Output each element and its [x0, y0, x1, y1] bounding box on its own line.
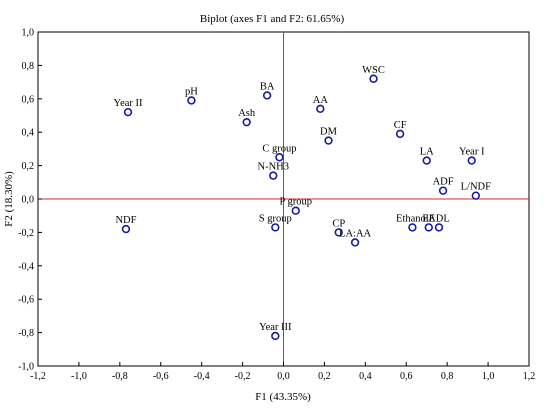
- x-tick-label: 1,0: [482, 371, 495, 382]
- point-label: LA:AA: [339, 228, 371, 239]
- point-label: Ash: [238, 108, 256, 119]
- x-axis-title: F1 (43.35%): [255, 391, 311, 403]
- data-point: [467, 156, 476, 165]
- data-point: [334, 228, 343, 237]
- y-tick-label: 0,8: [22, 61, 35, 72]
- x-tick-label: -0,2: [235, 371, 251, 382]
- x-tick-label: -0,8: [112, 371, 128, 382]
- y-tick-label: 0,4: [22, 128, 35, 139]
- data-point: [422, 156, 431, 165]
- y-tick-label: -1,0: [18, 362, 34, 373]
- point-label: N-NH3: [258, 162, 290, 173]
- point-label: DM: [320, 127, 338, 138]
- data-point: [187, 96, 196, 105]
- point-label: pH: [185, 86, 198, 97]
- y-tick-label: -0,4: [18, 261, 34, 272]
- y-tick-label: 0,0: [22, 195, 35, 206]
- y-tick-label: -0,6: [18, 295, 34, 306]
- data-point: [395, 129, 405, 139]
- x-tick-label: 0,8: [441, 371, 454, 382]
- x-tick-label: 0,2: [318, 371, 331, 382]
- data-points: WSC BA pH Year II AA Ash CF DM C group LA Year I N-…: [114, 65, 491, 341]
- x-tick-label: -0,4: [194, 371, 210, 382]
- x-tick-label: -1,2: [30, 371, 46, 382]
- y-tick-label: 1,0: [22, 28, 35, 39]
- x-tick-label: 0,0: [277, 371, 290, 382]
- data-point: [242, 117, 251, 127]
- data-point: [324, 136, 333, 145]
- x-tick-label: -0,6: [153, 371, 169, 382]
- y-tick-label: -0,2: [18, 228, 34, 239]
- data-point: [262, 91, 272, 100]
- point-label: AA: [313, 95, 329, 106]
- data-point: [271, 223, 280, 232]
- data-point: [438, 186, 448, 195]
- point-label: Year III: [259, 322, 292, 333]
- data-point: [350, 238, 360, 247]
- data-point: [271, 331, 280, 341]
- data-point: [275, 153, 284, 162]
- point-label: Year I: [459, 147, 485, 158]
- data-point: [369, 74, 378, 83]
- y-tick-label: -0,8: [18, 328, 34, 339]
- y-axis-ticks: 1,0 0,8 0,6 0,4 0,2 0,0 -0,2 -0,4 -0,6 -0,8 -1,0: [18, 28, 42, 373]
- point-label: Ethanol: [396, 213, 429, 224]
- point-label: L/NDF: [461, 182, 491, 193]
- x-tick-label: 0,6: [400, 371, 413, 382]
- data-point: [316, 104, 325, 114]
- point-label: EE: [422, 213, 435, 224]
- point-label: P group: [279, 197, 312, 208]
- y-tick-label: 0,2: [22, 161, 35, 172]
- data-point: [269, 171, 278, 180]
- data-point: [471, 191, 481, 200]
- point-label: ADL: [428, 213, 450, 224]
- point-label: C group: [262, 143, 296, 154]
- point-label: NDF: [115, 215, 136, 226]
- y-tick-label: 0,6: [22, 94, 35, 105]
- data-point: [434, 223, 444, 232]
- point-label: CP: [332, 218, 345, 229]
- point-label: S group: [259, 213, 292, 224]
- point-label: LA: [420, 147, 434, 158]
- x-tick-label: 0,4: [359, 371, 372, 382]
- data-point: [424, 223, 433, 232]
- point-label: BA: [260, 81, 275, 92]
- point-label: ADF: [433, 177, 454, 188]
- point-label: CF: [394, 120, 407, 131]
- chart-title: Biplot (axes F1 and F2: 61.65%): [200, 13, 345, 25]
- data-point: [291, 206, 300, 215]
- x-axis-ticks: -1,2 -1,0 -0,8 -0,6 -0,4 -0,2 0,0 0,2 0,4 0,6 0,8 1…: [30, 362, 535, 382]
- data-point: [123, 107, 133, 117]
- x-tick-label: 1,2: [523, 371, 536, 382]
- x-tick-label: -1,0: [71, 371, 87, 382]
- point-label: Year II: [114, 98, 143, 109]
- point-label: WSC: [362, 65, 385, 76]
- data-point: [121, 224, 131, 234]
- data-point: [408, 223, 417, 232]
- y-axis-title: F2 (18.30%): [3, 171, 15, 227]
